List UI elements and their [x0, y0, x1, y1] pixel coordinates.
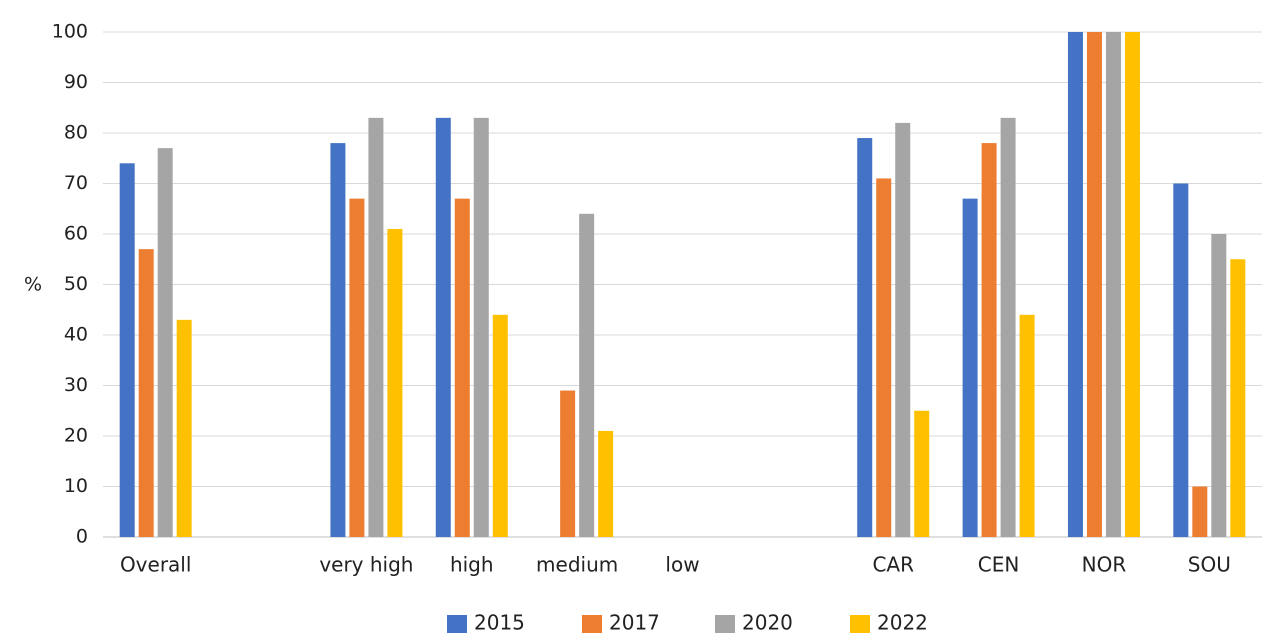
- x-tick-label: very high: [319, 553, 413, 577]
- bars: [119, 32, 1246, 538]
- legend-item: 2020: [715, 611, 793, 633]
- x-tick-label: low: [665, 553, 699, 577]
- y-tick-label: 40: [64, 324, 88, 346]
- legend-label: 2020: [742, 611, 793, 633]
- y-axis-ticks: 0 10 20 30 40 50 60 70 80 90 100: [52, 21, 88, 548]
- bar: [876, 178, 892, 537]
- y-tick-label: 0: [76, 526, 88, 548]
- bar: [1230, 259, 1246, 537]
- x-tick-label: CAR: [872, 553, 914, 577]
- bar: [454, 198, 470, 537]
- y-tick-label: 20: [64, 425, 88, 447]
- bar: [895, 122, 911, 538]
- bar: [157, 148, 173, 537]
- bar: [914, 410, 930, 537]
- x-tick-label: high: [450, 553, 494, 577]
- bar: [1000, 117, 1016, 537]
- bar: [473, 117, 489, 537]
- legend-item: 2017: [582, 611, 660, 633]
- y-axis-title: %: [24, 274, 42, 296]
- bar: [598, 430, 614, 537]
- y-tick-label: 60: [64, 223, 88, 245]
- bar: [1124, 32, 1140, 537]
- y-tick-label: 50: [64, 273, 88, 295]
- x-tick-label: CEN: [978, 553, 1020, 577]
- legend-swatch: [715, 615, 735, 633]
- bar: [1019, 314, 1035, 537]
- y-tick-label: 90: [64, 71, 88, 93]
- bar: [981, 143, 997, 537]
- x-axis-labels: Overall very high high medium low CAR CEN NOR SO…: [120, 553, 1231, 577]
- legend-label: 2015: [474, 611, 525, 633]
- bar: [176, 319, 192, 537]
- bar: [349, 198, 365, 537]
- bar: [1105, 32, 1121, 537]
- bar: [857, 138, 873, 538]
- y-tick-label: 70: [64, 172, 88, 194]
- bar: [1192, 486, 1208, 537]
- bar: [962, 198, 978, 537]
- bar: [1067, 32, 1083, 537]
- x-tick-label: medium: [536, 553, 618, 577]
- legend-swatch: [850, 615, 870, 633]
- bar: [330, 143, 346, 537]
- bar: [435, 117, 451, 537]
- bar: [492, 314, 508, 537]
- bar: [579, 213, 595, 538]
- legend-item: 2015: [447, 611, 525, 633]
- x-tick-label: SOU: [1188, 553, 1231, 577]
- bar: [387, 228, 403, 537]
- y-tick-label: 100: [52, 21, 88, 43]
- y-tick-label: 10: [64, 475, 88, 497]
- bar: [119, 163, 135, 538]
- bar: [560, 390, 576, 537]
- x-tick-label: Overall: [120, 553, 191, 577]
- legend-swatch: [582, 615, 602, 633]
- legend-item: 2022: [850, 611, 928, 633]
- y-tick-label: 30: [64, 374, 88, 396]
- legend-swatch: [447, 615, 467, 633]
- legend-label: 2017: [609, 611, 660, 633]
- y-tick-label: 80: [64, 122, 88, 144]
- bar: [1086, 32, 1102, 537]
- legend: 2015 2017 2020 2022: [447, 611, 928, 633]
- x-tick-label: NOR: [1082, 553, 1127, 577]
- bar: [368, 117, 384, 537]
- bar: [138, 249, 154, 537]
- bar: [1173, 183, 1189, 537]
- legend-label: 2022: [877, 611, 928, 633]
- bar: [1211, 234, 1227, 537]
